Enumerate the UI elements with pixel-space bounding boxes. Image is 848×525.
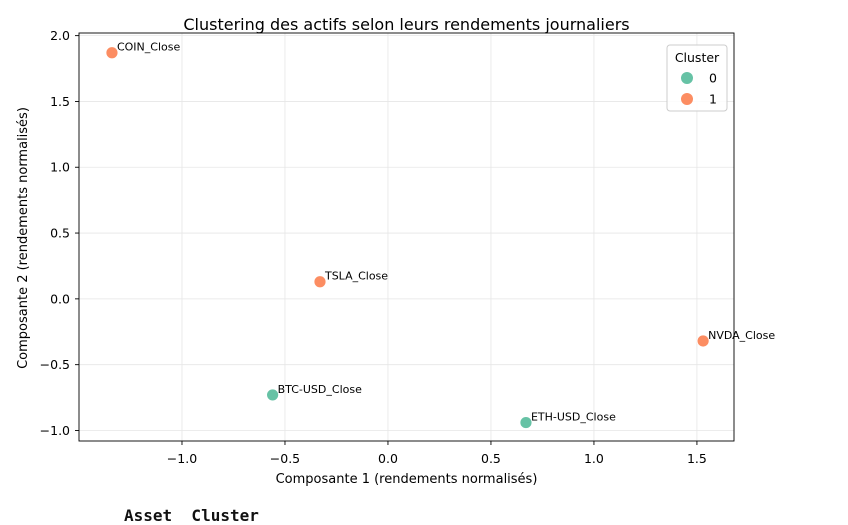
- y-tick-label: −1.0: [40, 423, 70, 438]
- x-tick-label: −1.0: [167, 451, 197, 466]
- x-tick-label: 0.5: [481, 451, 501, 466]
- legend-marker-0: [681, 72, 693, 84]
- x-tick-label: 1.0: [584, 451, 604, 466]
- plot-frame: [78, 32, 735, 442]
- legend-title: Cluster: [675, 50, 720, 65]
- data-point: [266, 388, 280, 402]
- legend-label-1: 1: [709, 92, 717, 107]
- data-point: [519, 416, 533, 429]
- y-tick-label: −0.5: [40, 357, 70, 372]
- y-tick-label: 0.5: [50, 226, 70, 241]
- scatter-chart: Clustering des actifs selon leurs rendem…: [16, 15, 775, 487]
- y-tick-label: 1.5: [50, 94, 70, 109]
- data-point-label: ETH-USD_Close: [531, 411, 616, 424]
- data-point: [105, 46, 119, 60]
- table-header: Asset Cluster: [124, 506, 259, 525]
- data-point-label: TSLA_Close: [324, 270, 388, 283]
- data-point-label: NVDA_Close: [708, 329, 775, 342]
- data-point: [696, 334, 710, 348]
- x-tick-label: −0.5: [270, 451, 300, 466]
- x-axis-label: Composante 1 (rendements normalisés): [276, 472, 538, 487]
- x-tick-label: 0.0: [378, 451, 398, 466]
- chart-title: Clustering des actifs selon leurs rendem…: [183, 15, 629, 34]
- x-tick-label: 1.5: [687, 451, 707, 466]
- y-tick-label: 1.0: [50, 160, 70, 175]
- legend: Cluster 0 1: [666, 44, 728, 112]
- data-point-label: COIN_Close: [117, 41, 181, 54]
- legend-marker-1: [681, 93, 693, 105]
- legend-label-0: 0: [709, 71, 717, 86]
- data-point: [313, 275, 327, 289]
- legend-box: [666, 44, 728, 112]
- data-point-label: BTC-USD_Close: [278, 383, 362, 396]
- y-axis-label: Composante 2 (rendements normalisés): [16, 107, 31, 369]
- y-tick-label: 2.0: [50, 28, 70, 43]
- y-tick-label: 0.0: [50, 291, 70, 306]
